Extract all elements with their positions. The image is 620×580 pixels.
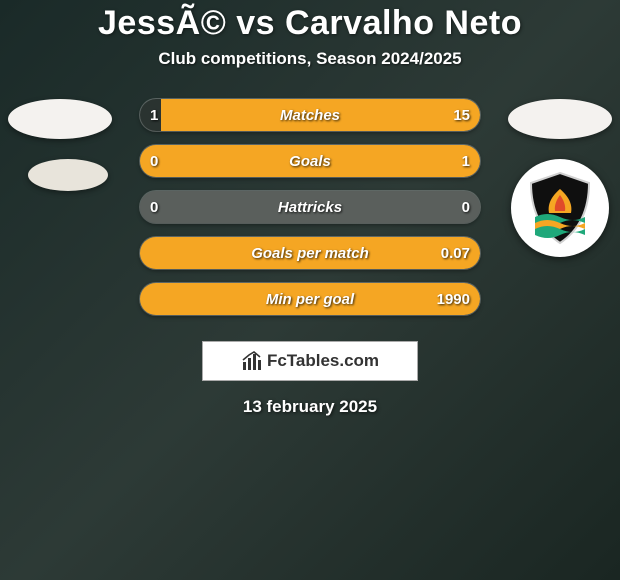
left-avatar-ellipse-1 [8,99,112,139]
stat-bar: Goals per match0.07 [140,237,480,269]
stat-label: Goals [140,145,480,177]
chart-icon [241,350,263,372]
page-subtitle: Club competitions, Season 2024/2025 [0,49,620,69]
club-crest-icon [519,167,601,249]
left-avatar-ellipse-2 [28,159,108,191]
right-club-badge [511,159,609,257]
stat-bars: Matches115Goals01Hattricks00Goals per ma… [140,99,480,315]
stat-value-left: 0 [150,191,158,223]
stat-label: Min per goal [140,283,480,315]
stat-stage: Matches115Goals01Hattricks00Goals per ma… [0,99,620,315]
stat-bar: Goals0 1 [140,145,480,177]
page-title: JessÃ© vs Carvalho Neto [0,4,620,43]
right-avatar-ellipse [508,99,612,139]
stat-bar: Hattricks0 0 [140,191,480,223]
stat-value-right: 1 [462,145,470,177]
left-player-badges [8,99,112,191]
right-player-badges [508,99,612,257]
stat-value-left: 0 [150,145,158,177]
footer-date: 13 february 2025 [0,397,620,417]
stat-bar: Matches1 15 [140,99,480,131]
stat-label: Goals per match [140,237,480,269]
stat-label: Matches [140,99,480,131]
stat-value-right: 15 [453,99,470,131]
stat-value-right: 1990 [437,283,470,315]
stat-value-right: 0 [462,191,470,223]
stat-bar: Min per goal1990 [140,283,480,315]
footer-site-logo: FcTables.com [202,341,418,381]
footer-site-text: FcTables.com [267,351,379,371]
stat-value-left: 1 [150,99,158,131]
stat-label: Hattricks [140,191,480,223]
content-wrapper: JessÃ© vs Carvalho Neto Club competition… [0,0,620,417]
stat-value-right: 0.07 [441,237,470,269]
